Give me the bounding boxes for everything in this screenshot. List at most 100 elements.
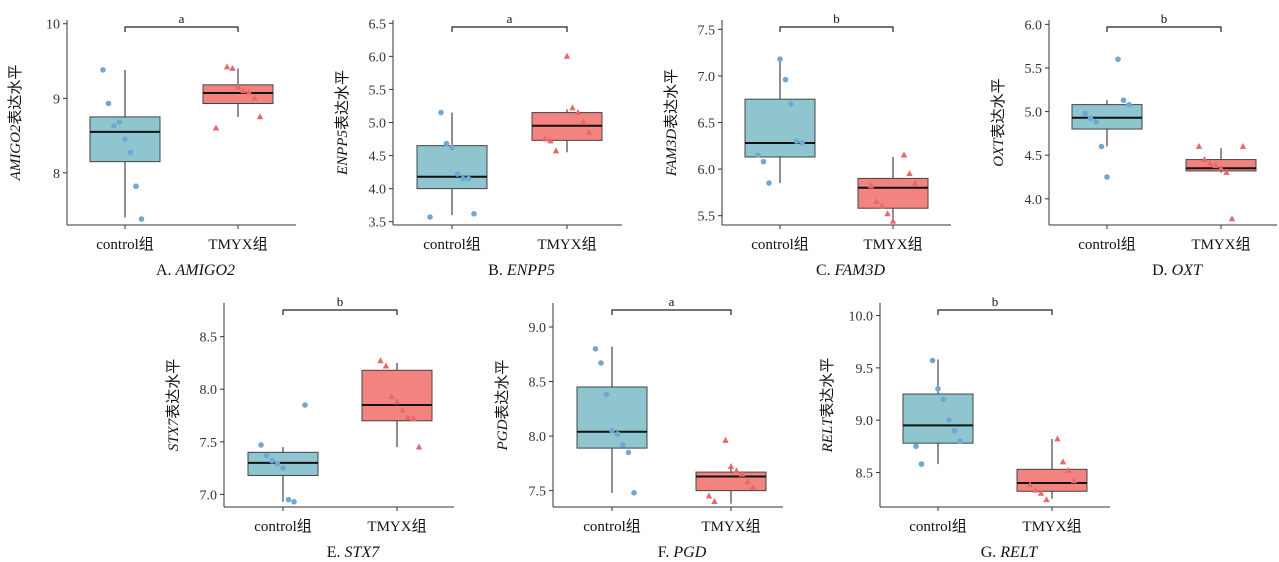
data-point: [127, 149, 134, 156]
x-tick-label: TMYX组: [208, 236, 267, 253]
y-tick-label: 7.5: [529, 485, 547, 500]
data-point: [733, 467, 740, 474]
y-tick-label: 8: [53, 167, 60, 182]
data-point: [1070, 477, 1078, 484]
panel-pgd: 7.5 8.0 8.5 9.0 control组 TMYX组 a PGD表达水平 F. PGD: [494, 294, 783, 561]
data-point: [460, 175, 466, 182]
y-tick-label: 5.0: [1025, 106, 1043, 121]
data-point: [609, 427, 615, 434]
data-point: [258, 442, 264, 448]
significance-bracket: [611, 309, 732, 315]
y-tick-label: 5.5: [698, 210, 716, 225]
panel-caption: E. STX7: [327, 544, 380, 561]
y-axis-label: ENPP5表达水平: [334, 70, 351, 176]
y-axis-label: STX7表达水平: [165, 359, 182, 452]
data-point: [766, 180, 772, 186]
y-axis-label: PGD表达水平: [494, 360, 511, 452]
y-tick-label: 7.5: [200, 436, 218, 451]
data-point: [1217, 164, 1225, 171]
data-point: [929, 357, 936, 364]
data-point: [1120, 97, 1127, 104]
box-tmyx: [695, 471, 767, 492]
data-point: [454, 171, 461, 177]
data-point: [782, 76, 789, 83]
data-point: [1195, 142, 1203, 149]
data-point: [111, 123, 117, 129]
y-tick-label: 5.0: [369, 117, 387, 132]
x-tick-label: TMYX组: [1022, 518, 1081, 535]
data-point: [760, 158, 767, 165]
data-point: [1104, 174, 1110, 180]
data-point: [552, 147, 560, 154]
data-point: [1043, 496, 1050, 503]
data-point: [911, 179, 919, 186]
y-tick-label: 4.0: [1025, 193, 1043, 208]
box-tmyx: [1016, 468, 1088, 492]
x-tick-label: control组: [254, 518, 312, 535]
data-point: [471, 210, 477, 217]
y-tick-label: 9.0: [529, 321, 547, 336]
y-tick-label: 6.0: [369, 50, 387, 65]
panel-enpp5: 3.5 4.0 4.5 5.0 5.5 6.0 6.5 control组 TMYX组 a ENPP5…: [334, 11, 622, 279]
data-point: [727, 463, 735, 470]
data-point: [884, 210, 891, 217]
data-point: [711, 497, 718, 504]
data-point: [799, 140, 805, 146]
data-point: [443, 140, 450, 147]
data-point: [793, 138, 800, 144]
y-tick-label: 8.0: [529, 430, 547, 445]
panel-caption: A. AMIGO2: [156, 262, 235, 279]
y-tick-label: 3.5: [369, 216, 387, 231]
data-point: [449, 144, 455, 151]
data-point: [873, 198, 880, 205]
data-point: [138, 216, 145, 222]
y-tick-label: 7.5: [698, 23, 716, 38]
panel-fam3d: 5.5 6.0 6.5 7.0 7.5 control组 TMYX组 b FAM3D表达水平 C.…: [663, 11, 951, 279]
x-tick-label: TMYX组: [537, 236, 596, 253]
data-point: [382, 362, 390, 369]
data-point: [100, 67, 106, 73]
panel-relt: 8.5 9.0 9.5 10.0 control组 TMYX组 b RELT表达水平 G. RE…: [819, 294, 1110, 561]
data-point: [1228, 215, 1236, 222]
panel-oxt: 4.0 4.5 5.0 5.5 6.0 control组 TMYX组 b OXT表达水平 D. O…: [990, 11, 1277, 279]
x-tick-label: TMYX组: [863, 236, 922, 253]
data-point: [755, 152, 761, 158]
y-tick-label: 5.5: [369, 83, 387, 98]
data-point: [1098, 143, 1105, 150]
data-point: [592, 346, 599, 352]
x-tick-label: control组: [96, 236, 154, 253]
y-tick-label: 9.5: [856, 362, 874, 377]
significance-bracket: [124, 26, 239, 32]
data-point: [878, 202, 886, 209]
data-point: [1032, 486, 1039, 493]
data-point: [946, 417, 952, 423]
data-point: [738, 470, 746, 477]
box-tmyx: [857, 177, 929, 209]
significance-bracket: [282, 309, 398, 315]
significance-label: b: [992, 294, 999, 309]
data-point: [1212, 162, 1219, 169]
x-tick-label: control组: [909, 518, 967, 535]
data-point: [867, 182, 875, 189]
data-point: [1239, 142, 1247, 149]
y-tick-label: 7.0: [698, 70, 716, 85]
panel-caption: C. FAM3D: [816, 262, 885, 279]
data-point: [1054, 435, 1061, 442]
y-tick-label: 8.5: [529, 376, 547, 391]
x-tick-label: TMYX组: [701, 518, 760, 535]
data-point: [465, 175, 472, 182]
data-point: [631, 490, 637, 496]
data-point: [547, 137, 554, 144]
data-point: [388, 392, 395, 399]
data-point: [229, 64, 236, 71]
box-control: [247, 451, 319, 476]
data-point: [1126, 101, 1132, 108]
data-point: [122, 136, 128, 143]
data-point: [291, 498, 297, 505]
box-control: [576, 386, 648, 449]
data-point: [1082, 110, 1088, 117]
data-point: [274, 461, 281, 467]
data-point: [393, 398, 401, 405]
data-point: [223, 63, 231, 70]
data-point: [574, 108, 582, 115]
